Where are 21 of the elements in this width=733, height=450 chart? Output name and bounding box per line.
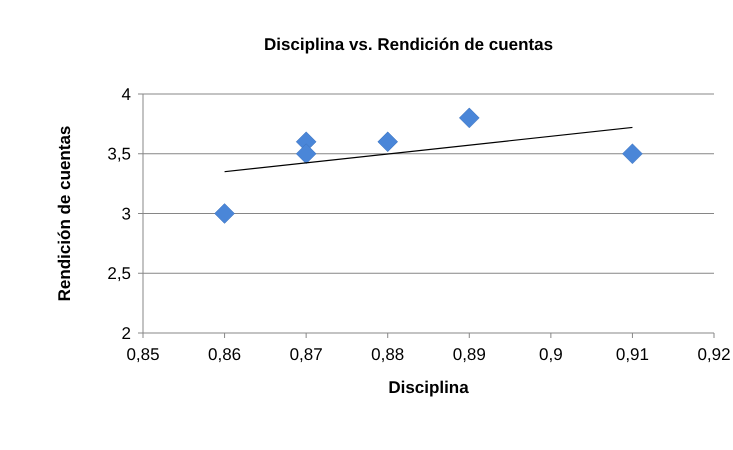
y-axis-title: Rendición de cuentas — [55, 126, 74, 302]
chart-title: Disciplina vs. Rendición de cuentas — [264, 35, 554, 54]
point — [459, 108, 480, 128]
y-tick-label: 3,5 — [107, 144, 131, 164]
point — [622, 144, 643, 164]
x-tick-label: 0,86 — [208, 345, 242, 364]
x-tick-label: 0,87 — [290, 345, 323, 364]
point — [214, 203, 235, 224]
point — [296, 144, 316, 164]
x-tick-label: 0,88 — [371, 345, 404, 364]
x-tick-label: 0,9 — [539, 345, 563, 364]
point — [377, 132, 398, 152]
x-tick-label: 0,92 — [697, 345, 731, 364]
y-tick-label: 4 — [122, 84, 131, 104]
x-tick-label: 0,85 — [126, 345, 160, 364]
x-tick-label: 0,89 — [452, 345, 486, 364]
y-tick-label: 2 — [122, 324, 131, 343]
y-tick-label: 2,5 — [107, 264, 131, 284]
x-tick-label: 0,91 — [616, 345, 649, 364]
y-tick-label: 3 — [122, 204, 131, 224]
x-axis-title: Disciplina — [388, 378, 470, 397]
